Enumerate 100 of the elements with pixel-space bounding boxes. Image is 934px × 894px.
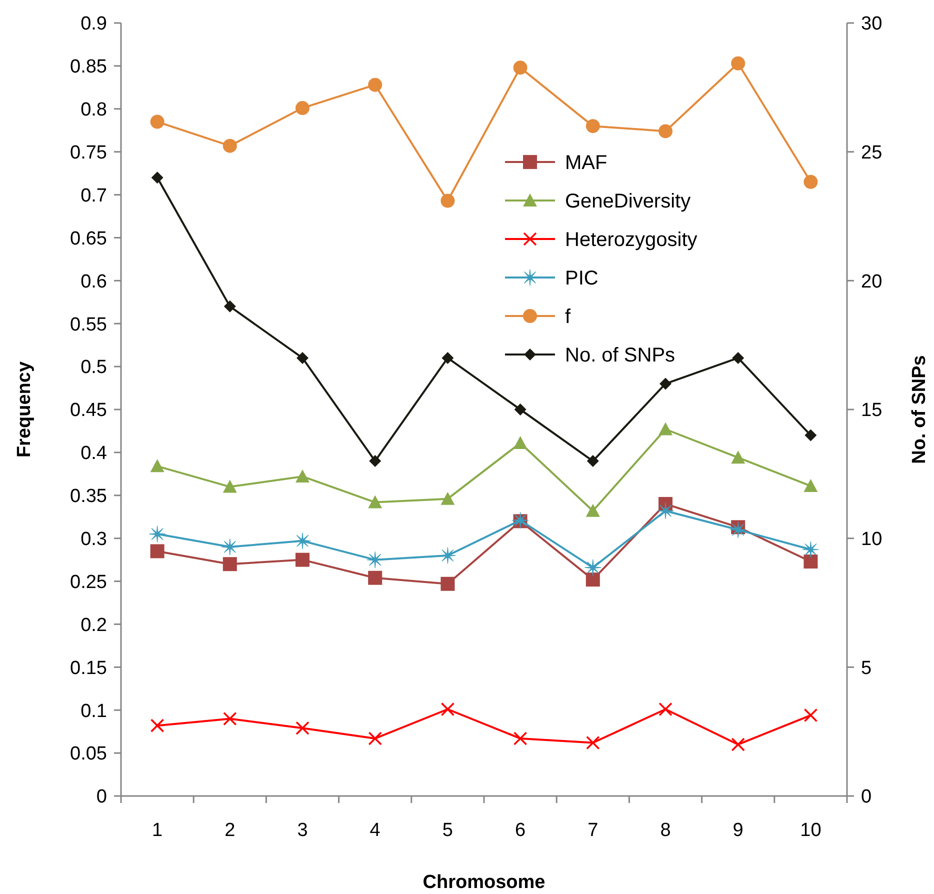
point <box>804 708 818 722</box>
y-tick-label: 0.75 <box>70 142 107 164</box>
point <box>150 544 164 558</box>
x-tick-label: 3 <box>297 820 308 841</box>
y2-tick-label: 30 <box>861 14 882 35</box>
y-tick-label: 0.6 <box>80 271 107 292</box>
point <box>802 541 819 558</box>
point <box>222 480 237 493</box>
legend-label: f <box>565 306 571 328</box>
point <box>224 300 236 312</box>
point <box>731 56 746 70</box>
y-tick-label: 0.9 <box>80 14 107 35</box>
point <box>222 538 238 556</box>
x-tick-label: 2 <box>224 820 236 841</box>
point <box>804 429 817 442</box>
point <box>440 702 455 716</box>
point <box>368 78 382 92</box>
point <box>440 194 455 208</box>
point <box>150 718 164 732</box>
point <box>586 736 600 750</box>
y-tick-label: 0.8 <box>80 100 107 121</box>
y2-tick-label: 25 <box>861 142 882 164</box>
point <box>368 570 382 585</box>
y-tick-label: 0 <box>96 786 107 808</box>
point <box>731 738 745 752</box>
x-axis-title: Chromosome <box>422 872 546 893</box>
y-tick-label: 0.45 <box>70 400 107 422</box>
x-tick-label: 9 <box>732 820 744 841</box>
y-tick-label: 0.4 <box>80 443 108 464</box>
point <box>368 495 382 508</box>
point <box>440 492 455 505</box>
legend-label: Heterozygosity <box>565 229 698 251</box>
y2-tick-label: 20 <box>861 271 882 292</box>
point <box>296 101 310 116</box>
legend-label: No. of SNPs <box>565 344 676 366</box>
y-tick-label: 0.65 <box>70 228 107 250</box>
x-tick-label: 10 <box>800 820 822 841</box>
point <box>149 526 166 542</box>
y-tick-label: 0.15 <box>70 658 107 679</box>
point <box>586 572 600 587</box>
y-tick-label: 0.5 <box>80 357 107 378</box>
y2-tick-label: 0 <box>861 786 872 808</box>
y2-axis-title: No. of SNPs <box>909 355 930 464</box>
legend-label: GeneDiversity <box>565 190 691 212</box>
point <box>657 502 674 520</box>
y-tick-label: 0.3 <box>80 528 107 550</box>
point <box>223 712 237 726</box>
point <box>804 478 818 492</box>
point <box>804 554 818 569</box>
legend-label: MAF <box>565 152 608 174</box>
y-axis-title: Frequency <box>14 361 35 458</box>
y-tick-label: 0.55 <box>70 314 107 336</box>
point <box>730 521 746 538</box>
y-tick-label: 0.85 <box>70 56 107 78</box>
legend-label: PIC <box>565 268 598 290</box>
point <box>442 352 454 364</box>
x-tick-label: 1 <box>152 820 163 841</box>
point <box>513 60 528 75</box>
point <box>660 378 672 390</box>
point <box>732 352 744 364</box>
y-tick-label: 0.1 <box>80 700 107 722</box>
y-tick-label: 0.25 <box>70 572 107 593</box>
y-tick-label: 0.35 <box>70 486 107 508</box>
point <box>296 552 310 567</box>
point <box>513 732 528 746</box>
point <box>440 576 455 591</box>
point <box>586 455 599 468</box>
point <box>294 532 311 550</box>
point <box>658 422 672 436</box>
y-tick-label: 0.2 <box>80 614 107 636</box>
x-tick-label: 7 <box>588 820 598 841</box>
point <box>296 469 310 482</box>
y2-tick-label: 10 <box>861 528 882 550</box>
point <box>366 552 384 568</box>
y-tick-label: 0.7 <box>80 185 107 206</box>
x-tick-label: 8 <box>660 820 671 841</box>
point <box>369 455 382 468</box>
point <box>513 436 528 449</box>
x-tick-label: 4 <box>370 820 381 841</box>
point <box>584 559 602 576</box>
point <box>658 124 672 138</box>
x-tick-label: 5 <box>442 820 453 841</box>
point <box>658 702 672 716</box>
point <box>222 138 237 153</box>
point <box>586 119 600 134</box>
point <box>586 504 600 517</box>
point <box>150 459 164 472</box>
point <box>222 557 237 572</box>
point <box>296 721 310 736</box>
point <box>296 352 308 364</box>
point <box>514 404 526 416</box>
x-tick-label: 6 <box>515 820 526 841</box>
y2-tick-label: 15 <box>861 400 882 422</box>
point <box>151 172 164 184</box>
point <box>368 732 382 746</box>
point <box>804 174 818 189</box>
point <box>731 450 746 464</box>
point <box>150 114 164 129</box>
y-tick-label: 0.05 <box>70 744 107 765</box>
y2-tick-label: 5 <box>861 658 872 679</box>
